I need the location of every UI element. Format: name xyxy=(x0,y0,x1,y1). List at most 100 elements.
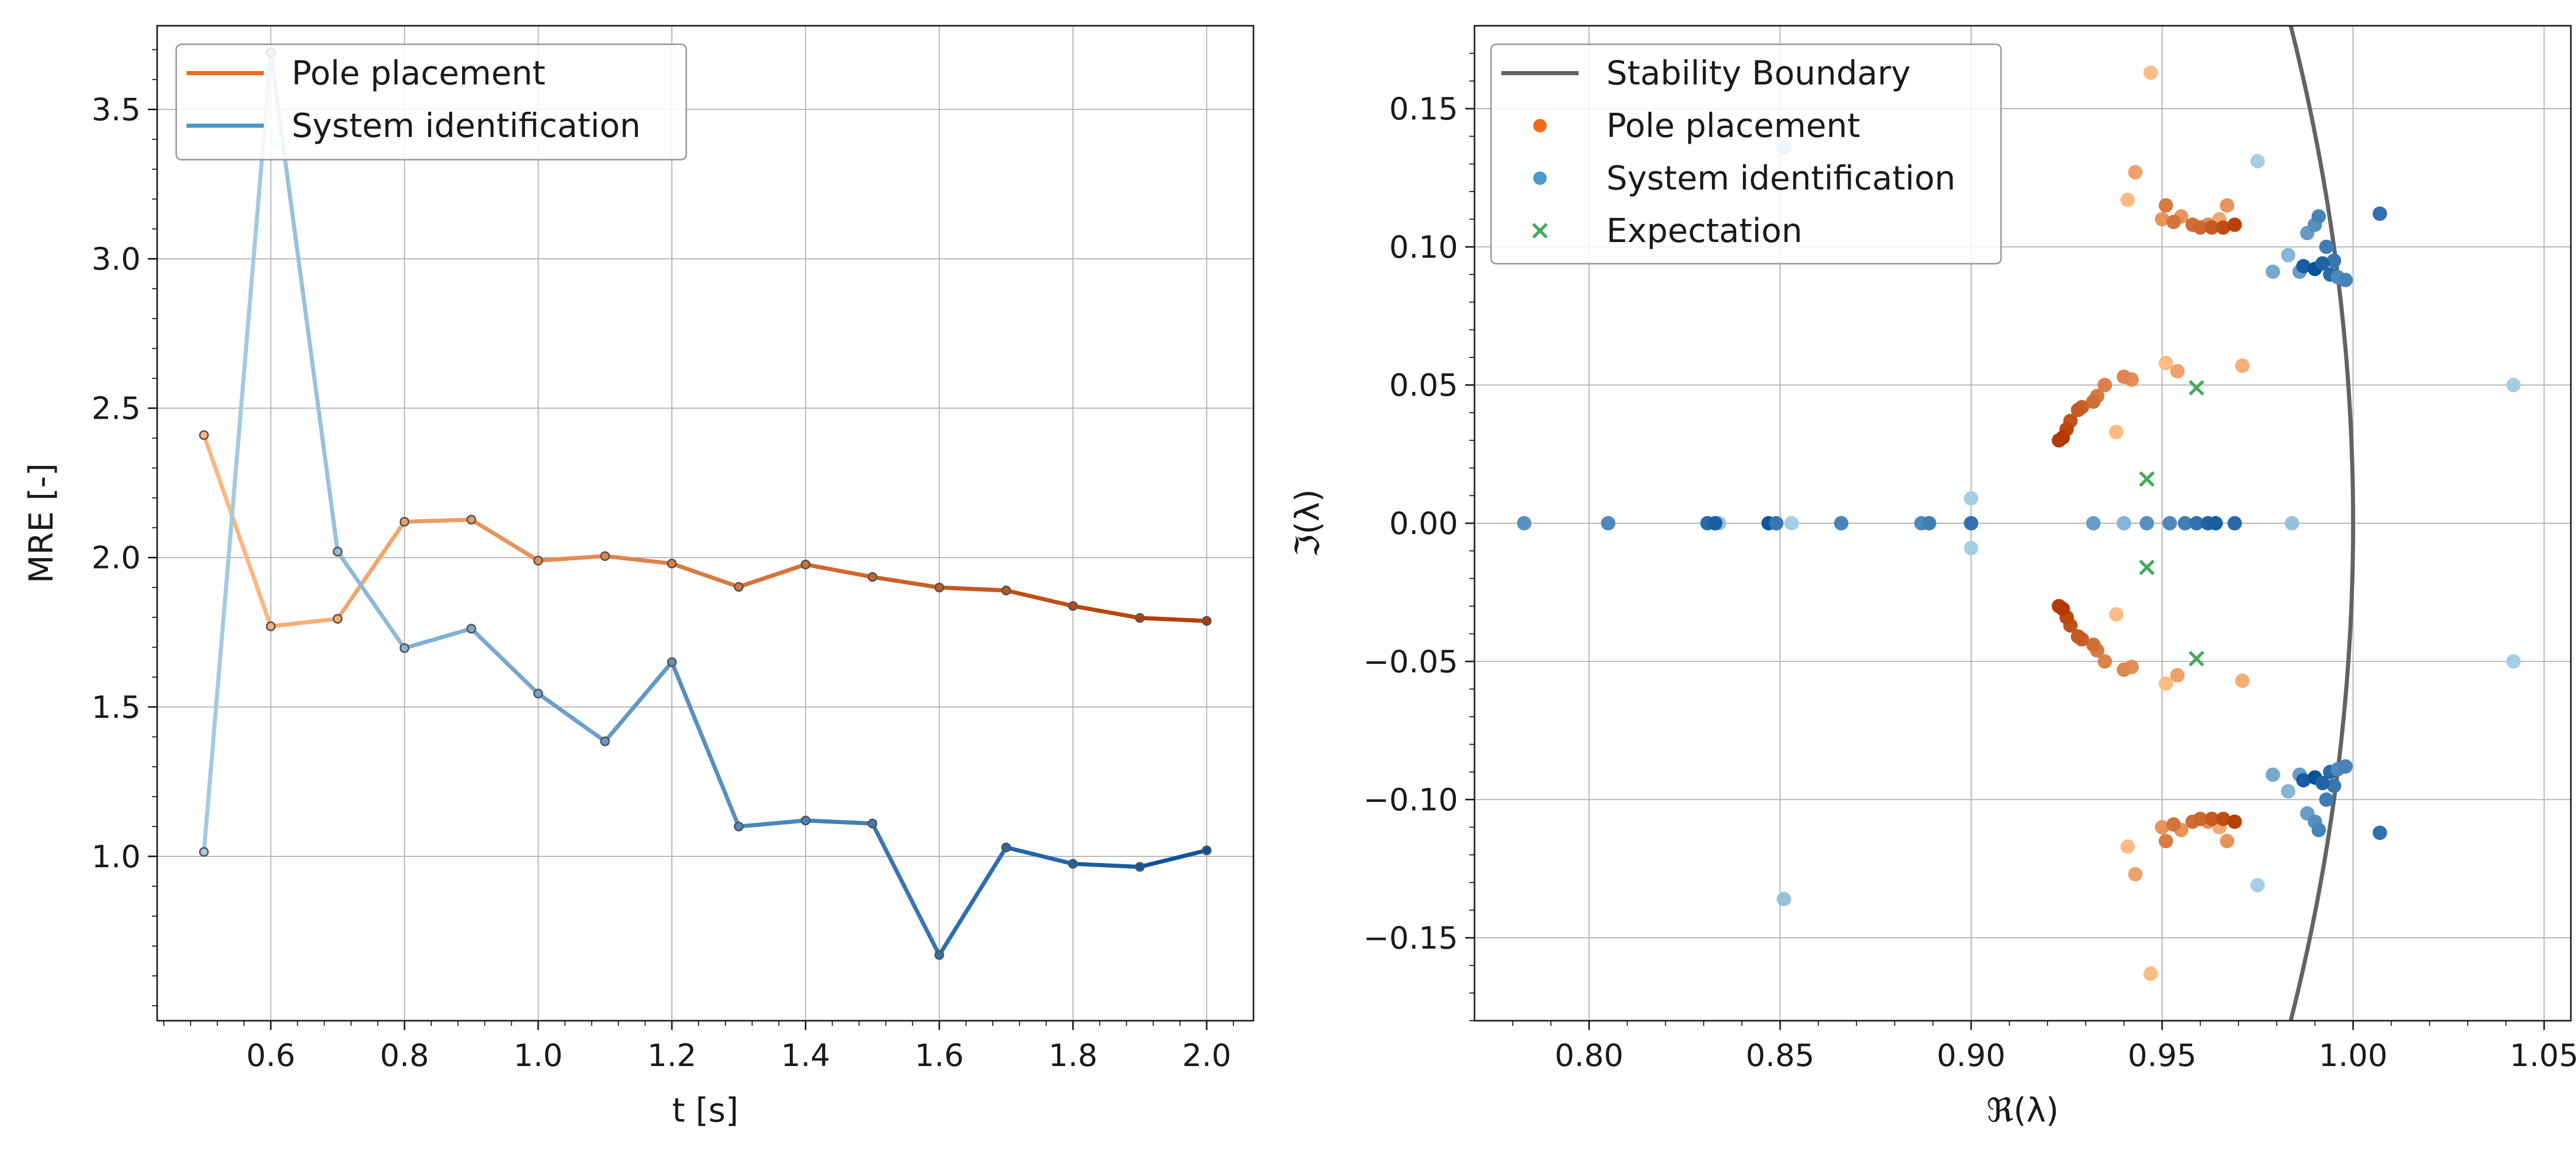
mre-xtick-label: 1.8 xyxy=(1048,1038,1097,1074)
mre-pole-point xyxy=(1134,613,1145,623)
system-identification-eigenvalue xyxy=(1776,891,1791,906)
mre-legend-box xyxy=(175,43,687,161)
mre-sysid-segment xyxy=(402,626,473,650)
mre-xlabel: t [s] xyxy=(672,1092,739,1130)
mre-pole-point xyxy=(667,558,677,569)
mre-ticks: 0.6 0.8 1.0 1.2 1.4 1.6 1.8 2.0 1.0 1.5 2.0 2.5 3.0 3… xyxy=(92,49,1234,1074)
eigen-xtick-label: 0.80 xyxy=(1555,1038,1624,1074)
pole-placement-eigenvalue xyxy=(2235,673,2250,688)
pole-placement-eigenvalue xyxy=(2227,814,2242,829)
mre-pole-point xyxy=(1201,616,1212,626)
mre-xtick-label: 0.6 xyxy=(246,1038,295,1074)
mre-sysid-segment xyxy=(670,660,741,829)
mre-pole-point xyxy=(332,614,343,624)
system-identification-eigenvalue xyxy=(2338,272,2353,287)
pole-placement-eigenvalue xyxy=(2120,193,2135,208)
system-identification-eigenvalue xyxy=(2311,822,2326,837)
eigen-xtick-label: 1.05 xyxy=(2510,1038,2576,1074)
system-identification-eigenvalue xyxy=(1708,516,1723,530)
mre-sysid-segment xyxy=(803,818,875,826)
mre-sysid-point xyxy=(734,821,744,832)
pole-placement-eigenvalue xyxy=(2193,220,2208,235)
mre-legend: Pole placement System identification xyxy=(175,43,687,161)
mre-series xyxy=(199,47,1212,960)
eigen-ytick-label: −0.05 xyxy=(1363,644,1458,680)
pole-placement-eigenvalue xyxy=(2219,198,2234,213)
mre-pole-point xyxy=(600,551,610,561)
eigen-xtick-label: 0.85 xyxy=(1745,1038,1815,1074)
pole-placement-eigenvalue xyxy=(2159,355,2174,370)
mre-sysid-segment xyxy=(201,50,273,854)
eigen-series xyxy=(1517,26,2521,1021)
system-identification-eigenvalue xyxy=(2116,516,2131,530)
mre-pole-segment xyxy=(268,616,340,629)
mre-xtick-label: 1.6 xyxy=(914,1038,963,1074)
pole-placement-eigenvalue xyxy=(2097,654,2112,669)
eigen-xtick-label: 0.90 xyxy=(1937,1038,2006,1074)
eigen-legend-expectation-label: Expectation xyxy=(1606,212,1802,250)
mre-sysid-segment xyxy=(603,660,674,744)
mre-ytick-label: 3.5 xyxy=(92,92,141,128)
mre-sysid-segment xyxy=(937,845,1008,957)
mre-sysid-segment xyxy=(1071,862,1142,869)
pole-placement-eigenvalue xyxy=(2109,424,2124,439)
eigen-ylabel: ℑ(λ) xyxy=(1289,489,1327,557)
pole-placement-eigenvalue xyxy=(2143,65,2158,80)
system-identification-eigenvalue xyxy=(2265,264,2280,279)
mre-sysid-segment xyxy=(469,626,540,696)
pole-placement-eigenvalue xyxy=(2159,676,2174,691)
mre-pole-point xyxy=(934,582,944,593)
system-identification-eigenvalue xyxy=(2506,654,2521,669)
system-identification-eigenvalue xyxy=(2162,516,2177,530)
expectation-legend-cross-stroke xyxy=(1532,222,1548,239)
system-identification-eigenvalue xyxy=(2086,516,2101,530)
eigen-ticks: 0.80 0.85 0.90 0.95 1.00 1.05 −0.15 −0.10 −0.05 0… xyxy=(1363,53,2576,1074)
mre-sysid-point xyxy=(934,950,944,960)
pole-placement-eigenvalue xyxy=(2071,629,2086,644)
mre-pole-segment xyxy=(469,518,540,563)
system-identification-eigenvalue xyxy=(2296,259,2311,273)
mre-pole-segment xyxy=(670,561,741,589)
system-identification-eigenvalue xyxy=(2319,239,2334,254)
system-identification-eigenvalue xyxy=(1517,516,1532,530)
mre-sysid-segment xyxy=(870,821,942,957)
eigen-legend-box xyxy=(1490,43,2002,265)
pole-placement-eigenvalue xyxy=(2193,812,2208,827)
eigen-legend-sysid-label: System identification xyxy=(1606,160,1956,198)
system-identification-eigenvalue xyxy=(2372,826,2387,840)
pole-placement-eigenvalue xyxy=(2227,217,2242,232)
pole-placement-eigenvalue xyxy=(2052,599,2066,613)
mre-ytick-label: 1.0 xyxy=(92,839,141,875)
mre-sysid-segment xyxy=(736,818,808,829)
mre-sysid-point xyxy=(867,818,877,829)
eigen-legend-boundary-label: Stability Boundary xyxy=(1606,55,1910,93)
eigen-xtick-label: 0.95 xyxy=(2128,1038,2197,1074)
system-identification-eigenvalue xyxy=(2284,516,2299,530)
expectation-marker xyxy=(2139,559,2155,575)
mre-pole-segment xyxy=(335,520,407,621)
mre-xtick-label: 1.4 xyxy=(781,1038,830,1074)
system-identification-eigenvalue xyxy=(2139,516,2154,530)
mre-plot-frame xyxy=(156,25,1255,1022)
system-identification-eigenvalue xyxy=(1963,491,1978,506)
system-identification-eigenvalue xyxy=(2281,784,2296,799)
system-identification-eigenvalue xyxy=(2372,206,2387,221)
eigen-xtick-label: 1.00 xyxy=(2319,1038,2388,1074)
mre-xtick-label: 1.0 xyxy=(514,1038,563,1074)
mre-pole-point xyxy=(867,572,877,582)
eigen-ytick-label: 0.05 xyxy=(1389,368,1458,404)
mre-pole-point xyxy=(266,621,276,631)
pole-placement-eigenvalue xyxy=(2120,839,2135,854)
eigen-legend-sysid-swatch xyxy=(1533,171,1547,185)
mre-pole-segment xyxy=(603,554,674,566)
pole-placement-eigenvalue xyxy=(2128,867,2143,882)
expectation-marker xyxy=(2189,380,2205,396)
eigen-ytick-label: −0.15 xyxy=(1363,920,1458,956)
pole-placement-eigenvalue xyxy=(2155,212,2170,227)
mre-sysid-point xyxy=(1201,845,1212,855)
mre-xtick-label: 0.8 xyxy=(380,1038,429,1074)
pole-placement-eigenvalue xyxy=(2159,834,2174,849)
system-identification-eigenvalue xyxy=(2311,209,2326,224)
system-identification-eigenvalue xyxy=(2506,377,2521,392)
